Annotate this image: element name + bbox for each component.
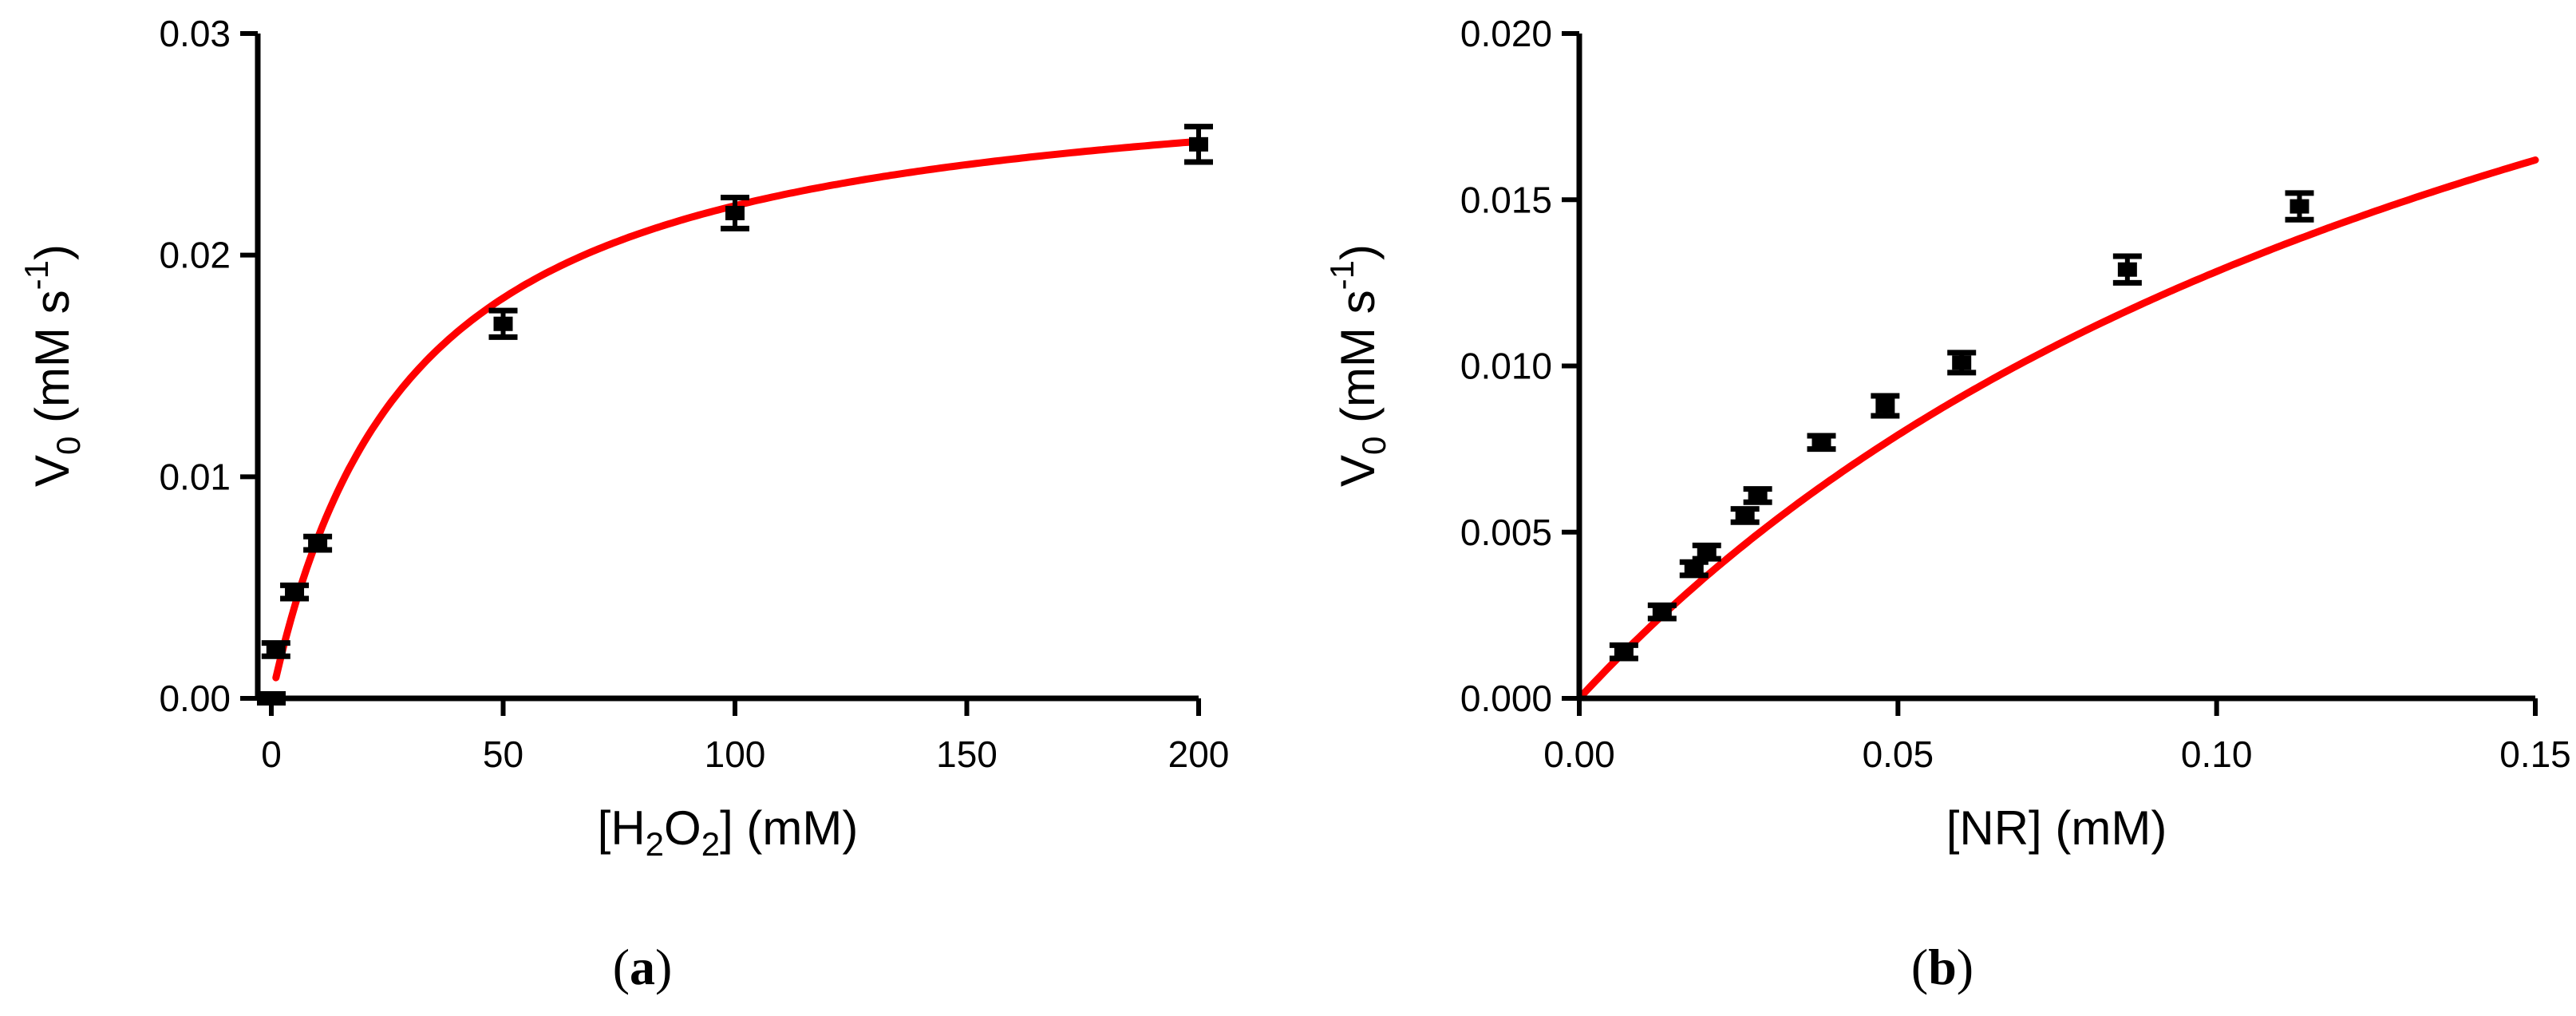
data-point	[1692, 542, 1721, 562]
y-tick-label: 0.00	[159, 678, 231, 719]
data-point	[1807, 433, 1836, 453]
panel-label-b: (b)	[1911, 939, 1973, 995]
point-marker	[266, 642, 286, 657]
plot-area-a	[257, 124, 1213, 706]
point-marker	[285, 584, 305, 599]
y-tick-label: 0.010	[1460, 346, 1552, 387]
x-axis-label-b: [NR] (mM)	[1946, 801, 2167, 855]
ticks-a: 0.00 0.01 0.02 0.03 0 50 100 150 200	[159, 13, 1229, 775]
point-marker	[1952, 355, 1972, 370]
data-point	[2112, 253, 2142, 286]
y-axis-label-a: V0 (mM s-1)	[18, 244, 87, 487]
y-tick-label: 0.005	[1460, 512, 1552, 553]
point-marker	[1875, 398, 1895, 413]
x-tick-label: 0	[261, 733, 282, 775]
chart-panel-a: 0.00 0.01 0.02 0.03 0 50 100 150 200 [H2O2] (mM)…	[18, 13, 1229, 995]
x-tick-label: 50	[483, 733, 523, 775]
y-tick-label: 0.02	[159, 235, 231, 276]
data-point	[488, 307, 518, 340]
x-tick-label: 150	[936, 733, 998, 775]
panel-label-a: (a)	[613, 939, 673, 995]
y-tick-label: 0.015	[1460, 179, 1552, 220]
point-marker	[1748, 488, 1768, 503]
data-point	[1947, 350, 1977, 376]
data-point	[261, 640, 290, 659]
data-point	[280, 582, 310, 602]
ticks-b: 0.000 0.005 0.010 0.015 0.020 0.00 0.05 0.10 0.1…	[1460, 13, 2571, 775]
plot-area-b	[1575, 156, 2539, 702]
y-axis-label-b: V0 (mM s-1)	[1323, 244, 1393, 487]
x-tick-label: 0.05	[1863, 733, 1934, 775]
point-marker	[308, 536, 328, 551]
x-tick-label: 0.00	[1543, 733, 1615, 775]
x-tick-label: 100	[705, 733, 766, 775]
point-marker	[1189, 136, 1208, 152]
point-marker	[1614, 644, 1634, 659]
data-point	[1730, 506, 1760, 525]
x-tick-label: 0.15	[2499, 733, 2571, 775]
point-marker	[2290, 199, 2309, 214]
data-point	[1871, 393, 1900, 419]
data-point	[1609, 642, 1638, 662]
x-tick-label: 0.10	[2181, 733, 2253, 775]
y-tick-label: 0.03	[159, 13, 231, 54]
data-point	[1679, 559, 1709, 579]
point-marker	[1811, 435, 1831, 450]
point-marker	[2117, 262, 2137, 277]
point-marker	[1652, 604, 1672, 619]
data-point	[303, 533, 333, 553]
point-marker	[1697, 544, 1717, 559]
chart-panel-b: 0.000 0.005 0.010 0.015 0.020 0.00 0.05 0.10 0.1…	[1323, 13, 2571, 995]
x-axis-label-a: [H2O2] (mM)	[598, 801, 859, 863]
data-point	[1743, 486, 1772, 505]
data-point	[1647, 602, 1677, 622]
data-point	[2285, 190, 2314, 223]
y-tick-label: 0.01	[159, 456, 231, 497]
fit-curve	[1575, 156, 2539, 702]
point-marker	[493, 316, 513, 331]
data-point	[721, 194, 749, 231]
x-tick-label: 200	[1168, 733, 1230, 775]
data-point	[1184, 124, 1213, 165]
point-marker	[1735, 508, 1755, 523]
y-tick-label: 0.020	[1460, 13, 1552, 54]
y-tick-label: 0.000	[1460, 678, 1552, 719]
point-marker	[725, 205, 745, 220]
point-marker	[1684, 561, 1704, 576]
